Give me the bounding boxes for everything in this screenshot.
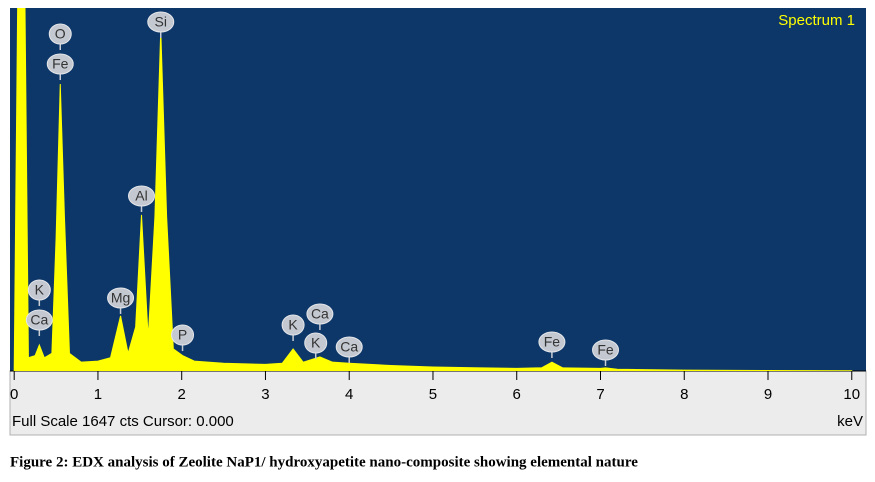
x-tick-label: 8 <box>680 386 688 403</box>
peak-label-bubble <box>335 336 363 358</box>
peak-label: K <box>311 335 321 351</box>
peak-label-bubble <box>27 279 51 301</box>
peak-label-bubble <box>538 331 566 353</box>
peak-label-bubble <box>127 185 155 207</box>
x-tick-label: 1 <box>94 386 102 403</box>
peak-label-bubble <box>281 314 305 336</box>
peak-label: Ca <box>311 306 329 322</box>
peak-label: Al <box>135 188 147 204</box>
caption: Figure 2: EDX analysis of Zeolite NaP1/ … <box>10 454 638 470</box>
peak-label: Ca <box>30 312 48 328</box>
footer-text: Full Scale 1647 cts Cursor: 0.000 <box>12 413 234 430</box>
peak-label: Mg <box>111 290 130 306</box>
peak-label: Fe <box>52 56 69 72</box>
x-tick-label: 6 <box>513 386 521 403</box>
peak-label: Fe <box>597 342 614 358</box>
x-tick-label: 0 <box>10 386 18 403</box>
x-tick-label: 5 <box>429 386 437 403</box>
x-tick-label: 10 <box>843 386 860 403</box>
peak-label-bubble <box>592 339 620 361</box>
peak-label: Fe <box>544 334 561 350</box>
x-tick-label: 4 <box>345 386 353 403</box>
peak-label-bubble <box>306 303 334 325</box>
peak-label: K <box>288 317 298 333</box>
x-tick-label: 2 <box>178 386 186 403</box>
peak-label-bubble <box>25 309 53 331</box>
peak-label: Ca <box>340 339 358 355</box>
peak-label: O <box>55 26 66 42</box>
axis-panel <box>9 370 867 436</box>
x-tick-label: 9 <box>764 386 772 403</box>
peak-label: P <box>178 327 187 343</box>
x-tick-label: 7 <box>596 386 604 403</box>
x-tick-label: 3 <box>261 386 269 403</box>
peak-label-bubble <box>107 287 135 309</box>
peak-label-bubble <box>147 11 175 33</box>
peak-label: Si <box>155 14 167 30</box>
peak-label-bubble <box>48 23 72 45</box>
peak-label-bubble <box>171 324 195 346</box>
peak-label-bubble <box>46 53 74 75</box>
x-axis-label: keV <box>837 413 863 430</box>
peak-label-bubble <box>304 332 328 354</box>
spectrum-title: Spectrum 1 <box>778 12 855 29</box>
peak-label: K <box>35 282 45 298</box>
spectrum-area <box>13 8 853 371</box>
